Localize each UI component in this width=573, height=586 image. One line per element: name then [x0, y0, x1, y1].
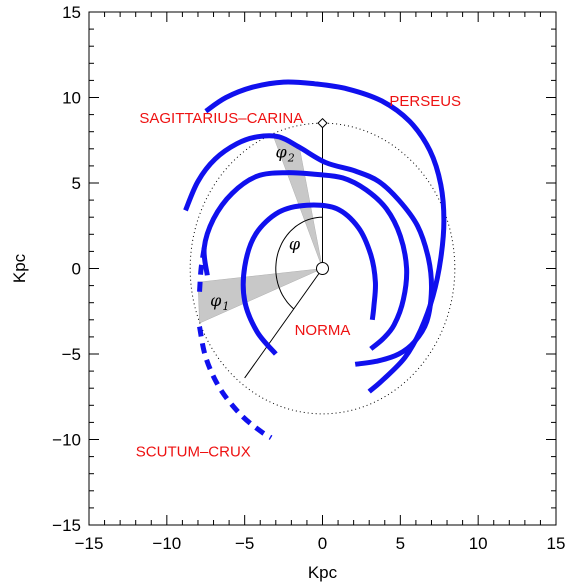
- x-tick-label: 15: [547, 534, 566, 553]
- arm-label-4: SCUTUM–CRUX: [136, 444, 251, 461]
- arm-series-4: [240, 202, 378, 356]
- phi-subscript-2: 2: [287, 151, 295, 164]
- arm-dashed-1: [197, 247, 207, 293]
- solar-circle: [189, 122, 456, 415]
- y-tick-label: −15: [52, 516, 81, 535]
- wedge-2: [197, 268, 323, 324]
- arm-label-2: PERSEUS: [389, 93, 461, 110]
- x-axis-title: Kpc: [308, 563, 338, 582]
- phi-label-1: φ: [289, 235, 301, 254]
- galactic-center-marker: [316, 262, 329, 275]
- x-tick-label: −10: [152, 534, 181, 553]
- arm-layer: [183, 79, 447, 440]
- phi-subscript-3: 1: [222, 300, 229, 313]
- x-tick-label: 5: [396, 534, 405, 553]
- y-tick-label: 5: [72, 174, 81, 193]
- text-layer: SAGITTARIUS–CARINA PERSEUS NORMA SCUTUM–CRU…: [136, 93, 461, 461]
- x-tick-label: 0: [318, 534, 327, 553]
- y-tick-label: −10: [52, 431, 81, 450]
- y-axis-title: Kpc: [10, 253, 29, 283]
- y-tick-label: 0: [72, 260, 81, 279]
- arm-dashed-2: [197, 326, 273, 440]
- x-tick-label: −5: [235, 534, 254, 553]
- guide-layer: [189, 117, 456, 415]
- x-tick-label: −15: [75, 534, 104, 553]
- x-tick-label: 10: [469, 534, 488, 553]
- tick-layer: −15 −10 −5 0 5 10 15 15 10 5 0 −5 −10 −15: [52, 3, 565, 553]
- y-tick-label: −5: [62, 345, 81, 364]
- phi-angle-arc: [275, 216, 323, 310]
- arm-label-1: SAGITTARIUS–CARINA: [139, 110, 303, 127]
- sun-marker: [317, 117, 328, 129]
- arm-label-3: NORMA: [295, 322, 351, 339]
- y-tick-label: 15: [62, 3, 81, 22]
- arm-series-2: [204, 79, 447, 394]
- arm-series-3: [201, 170, 410, 351]
- phi-line: [244, 268, 323, 379]
- y-tick-label: 10: [62, 89, 81, 108]
